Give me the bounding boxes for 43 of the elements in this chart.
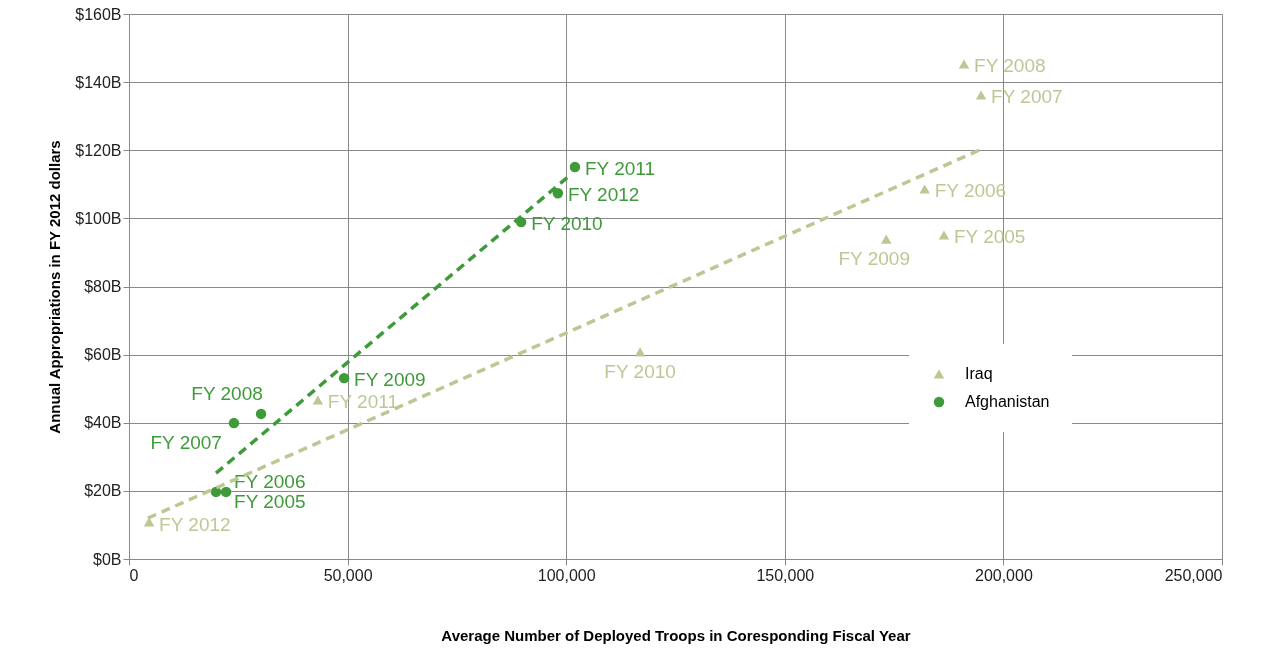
point — [312, 395, 324, 405]
y-tick-label: $160B — [75, 5, 122, 23]
data-label: FY 2008 — [191, 382, 263, 404]
data-label: FY 2007 — [150, 432, 222, 454]
point — [919, 184, 930, 194]
x-tick-label: 200,000 — [974, 566, 1033, 584]
point — [634, 347, 646, 357]
point — [255, 408, 267, 420]
y-tick-label: $100B — [75, 209, 122, 227]
data-label: FY 2009 — [838, 248, 910, 270]
y-tick-label: $120B — [75, 141, 122, 159]
x-tick-label: 250,000 — [1164, 566, 1223, 584]
point — [552, 187, 564, 199]
y-tick-label: $140B — [75, 73, 122, 91]
data-label: FY 2012 — [159, 513, 231, 535]
point — [880, 234, 892, 244]
point — [228, 417, 240, 429]
x-tick-label: 150,000 — [756, 566, 815, 584]
y-tick-label: $40B — [84, 414, 122, 432]
point — [975, 90, 987, 100]
data-label: FY 2011 — [584, 157, 656, 179]
point — [338, 372, 350, 384]
point — [210, 486, 222, 498]
point — [938, 230, 950, 240]
y-tick-label: $20B — [84, 482, 122, 500]
y-axis-title: Annual Appropriations in FY 2012 dollars — [46, 140, 64, 434]
legend-label: Iraq — [965, 365, 993, 382]
legend-label: Afghanistan — [965, 393, 1050, 410]
y-tick-label: $60B — [84, 346, 122, 364]
x-tick-label: 50,000 — [323, 566, 373, 584]
data-label: FY 2009 — [354, 369, 426, 391]
y-tick-label: $80B — [84, 278, 122, 295]
data-label: FY 2012 — [567, 184, 640, 206]
x-tick-label: 100,000 — [537, 566, 596, 584]
y-tick-label: $0B — [93, 550, 122, 568]
data-label: FY 2005 — [234, 490, 306, 512]
x-axis-title: Average Number of Deployed Troops in Coresponding Fiscal Year — [441, 626, 911, 644]
point — [958, 59, 970, 69]
data-label: FY 2010 — [604, 360, 676, 382]
point — [220, 486, 232, 498]
point — [569, 161, 581, 173]
data-label: FY 2008 — [974, 55, 1046, 77]
x-tick-label: 0 — [129, 566, 139, 584]
